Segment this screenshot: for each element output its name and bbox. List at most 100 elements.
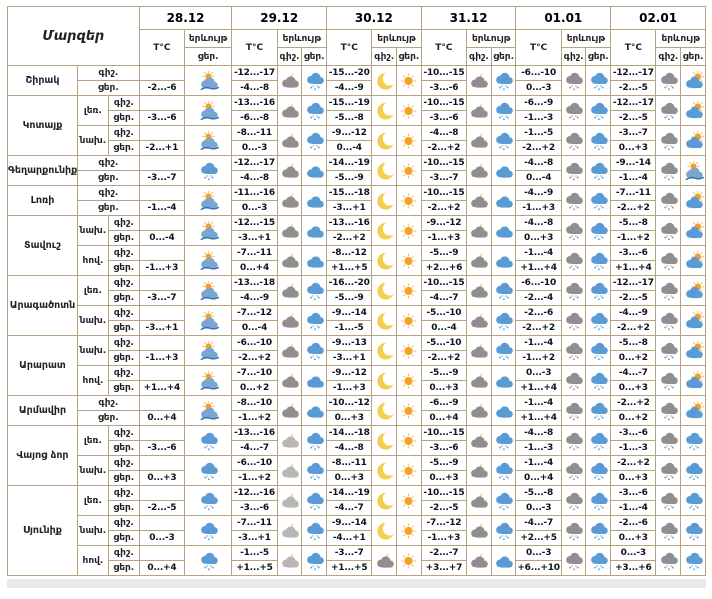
night-temp-value bbox=[138, 245, 186, 261]
night-row-label: գիշ. bbox=[107, 545, 140, 561]
cloud-moon-light-icon bbox=[276, 485, 303, 516]
zone-label: նախ. bbox=[76, 455, 109, 486]
day-temp-value: -2...-5 bbox=[610, 290, 657, 306]
day-temp-value: -1...+2 bbox=[231, 470, 278, 486]
day-row-label: ցեր. bbox=[76, 200, 140, 216]
sun-over-cloud-icon bbox=[184, 245, 233, 276]
day-temp-value: 0...+3 bbox=[515, 230, 562, 246]
snow-cloud-gray-icon bbox=[560, 245, 587, 276]
cloud-moon-icon bbox=[466, 275, 492, 306]
sun-behind-cloud-icon bbox=[680, 125, 706, 156]
night-row-label: գիշ. bbox=[107, 305, 140, 321]
day-temp-value: 0...+3 bbox=[420, 380, 468, 396]
night-row-label: գիշ. bbox=[107, 335, 140, 351]
snow-cloud-gray-icon bbox=[655, 365, 682, 396]
night-temp-value: -6...-10 bbox=[515, 65, 562, 81]
day-temp-value: -4...-8 bbox=[326, 440, 373, 456]
snow-cloud-blue-icon bbox=[184, 155, 233, 186]
sun-behind-cloud-icon bbox=[680, 185, 706, 216]
snow-cloud-blue-icon bbox=[301, 485, 328, 516]
day-row-label: ցեր. bbox=[76, 170, 140, 186]
cloud-moon-icon bbox=[276, 365, 303, 396]
night-temp-value: -3...-6 bbox=[610, 425, 657, 441]
night-temp-value: -1...-4 bbox=[515, 245, 562, 261]
date-header: 31.12 bbox=[420, 6, 517, 30]
sun-behind-cloud-icon bbox=[680, 245, 706, 276]
day-temp-value: 0...+2 bbox=[610, 410, 657, 426]
snow-cloud-gray-icon bbox=[655, 485, 682, 516]
moon-icon bbox=[371, 305, 398, 336]
night-temp-value bbox=[138, 65, 186, 81]
snow-cloud-blue-icon bbox=[585, 545, 612, 576]
cloud-moon-icon bbox=[371, 545, 398, 576]
sun-icon bbox=[396, 65, 422, 96]
night-temp-value: -4...-9 bbox=[515, 185, 562, 201]
day-temp-value: +2...+6 bbox=[420, 260, 468, 276]
snow-cloud-blue-icon bbox=[301, 455, 328, 486]
night-temp-value: -14...-18 bbox=[326, 425, 373, 441]
snow-cloud-gray-icon bbox=[560, 455, 587, 486]
day-temp-value: -3...-6 bbox=[420, 110, 468, 126]
sun-over-cloud-icon bbox=[184, 305, 233, 336]
moon-icon bbox=[371, 65, 398, 96]
day-temp-value: -1...+3 bbox=[326, 380, 373, 396]
sun-icon bbox=[396, 125, 422, 156]
sun-icon bbox=[396, 395, 422, 426]
region-name: Գեղարքունիք bbox=[7, 155, 78, 186]
night-row-label: գիշ. bbox=[107, 125, 140, 141]
moon-icon bbox=[371, 245, 398, 276]
snow-cloud-blue-icon bbox=[585, 215, 612, 246]
night-temp-value: -12...-15 bbox=[231, 215, 278, 231]
night-temp-value: -5...-10 bbox=[420, 305, 468, 321]
day-temp-value: -2...-5 bbox=[610, 110, 657, 126]
day-temp-value: -3...+1 bbox=[231, 230, 278, 246]
day-col-header: ցեր. bbox=[680, 47, 706, 66]
phenomenon-header: երևույթ bbox=[560, 29, 612, 48]
snow-cloud-blue-icon bbox=[585, 515, 612, 546]
day-temp-value: -3...-7 bbox=[420, 170, 468, 186]
night-temp-value bbox=[138, 395, 186, 411]
day-temp-value: 0...+4 bbox=[138, 410, 186, 426]
snow-cloud-gray-icon bbox=[560, 95, 587, 126]
snow-cloud-gray-icon bbox=[655, 515, 682, 546]
zone-label: նախ. bbox=[76, 125, 109, 156]
day-temp-value: -1...-3 bbox=[515, 110, 562, 126]
day-temp-value: 0...-4 bbox=[420, 320, 468, 336]
night-temp-value: -5...-9 bbox=[420, 245, 468, 261]
cloud-moon-icon bbox=[466, 425, 492, 456]
day-temp-value: -1...-4 bbox=[610, 500, 657, 516]
sun-over-cloud-icon bbox=[184, 65, 233, 96]
night-temp-value: -6...-9 bbox=[420, 395, 468, 411]
day-temp-value: -1...+3 bbox=[420, 530, 468, 546]
night-col-header: գիշ. bbox=[466, 47, 492, 66]
night-temp-value: -14...-19 bbox=[326, 485, 373, 501]
cloud-moon-icon bbox=[466, 395, 492, 426]
snow-cloud-gray-icon bbox=[560, 185, 587, 216]
night-temp-value: -8...-10 bbox=[231, 395, 278, 411]
night-temp-value: -2...+2 bbox=[610, 395, 657, 411]
day-temp-value: 0...+4 bbox=[231, 260, 278, 276]
snow-cloud-gray-icon bbox=[655, 65, 682, 96]
day-temp-value: -1...-4 bbox=[610, 170, 657, 186]
day-row-label: ցեր. bbox=[76, 410, 140, 426]
snow-cloud-gray-icon bbox=[655, 155, 682, 186]
page-bottom-strip bbox=[7, 579, 706, 588]
day-temp-value: -1...+2 bbox=[515, 350, 562, 366]
region-name: Կոտայք bbox=[7, 95, 78, 156]
day-row-label: ցեր. bbox=[107, 110, 140, 126]
snow-cloud-blue-icon bbox=[680, 545, 706, 576]
snow-cloud-blue-icon bbox=[585, 125, 612, 156]
night-temp-value: -7...-11 bbox=[610, 185, 657, 201]
day-temp-value: -2...-6 bbox=[138, 80, 186, 96]
sun-over-cloud-icon bbox=[184, 395, 233, 426]
snow-cloud-blue-icon bbox=[301, 515, 328, 546]
cloud-icon bbox=[301, 185, 328, 216]
night-temp-value bbox=[138, 335, 186, 351]
moon-icon bbox=[371, 485, 398, 516]
day-temp-value: -2...+2 bbox=[231, 350, 278, 366]
cloud-moon-icon bbox=[466, 545, 492, 576]
day-temp-value: -1...-3 bbox=[515, 440, 562, 456]
day-temp-value: -3...-6 bbox=[138, 110, 186, 126]
night-row-label: գիշ. bbox=[107, 275, 140, 291]
day-temp-value: +2...+5 bbox=[515, 530, 562, 546]
